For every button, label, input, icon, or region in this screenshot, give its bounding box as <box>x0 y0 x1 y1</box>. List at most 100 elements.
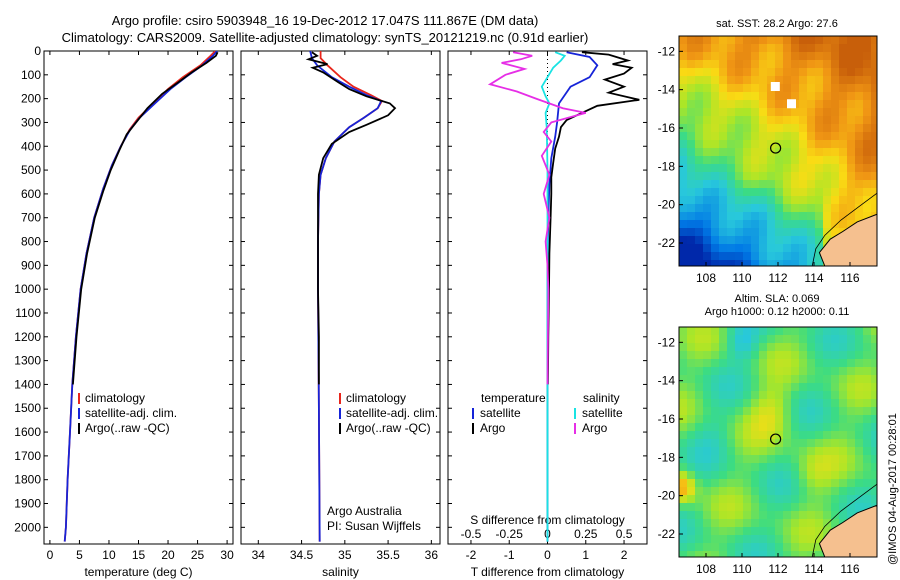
sst-map-cell <box>727 124 736 133</box>
sla-map-cell <box>743 511 752 520</box>
sst-map-cell <box>855 76 864 85</box>
sla-map-cell <box>695 527 704 536</box>
sst-map-cell <box>687 44 696 53</box>
sla-map-cell <box>727 487 736 496</box>
sla-map-cell <box>719 527 728 536</box>
sla-map-cell <box>791 447 800 456</box>
sla-map-cell <box>719 431 728 440</box>
sla-map-cell <box>767 503 776 512</box>
sst-map-cell <box>855 156 864 165</box>
sla-map-cell <box>815 447 824 456</box>
sst-map-cell <box>831 228 840 237</box>
sla-map-cell <box>847 471 856 480</box>
sst-map-cell <box>695 108 704 117</box>
sla-map-cell <box>791 327 800 336</box>
sla-map-cell <box>711 423 720 432</box>
sst-map-cell <box>767 108 776 117</box>
salinity-tick-label: -0.5 <box>461 527 482 541</box>
sla-map-cell <box>679 407 688 416</box>
sla-map-cell <box>751 415 760 424</box>
sst-map-cell <box>847 108 856 117</box>
sst-map-cell <box>871 108 878 117</box>
sst-map-cell <box>687 52 696 61</box>
sst-map-cell <box>727 228 736 237</box>
temperature-series-argo <box>72 51 219 385</box>
sla-map-cell <box>703 479 712 488</box>
sst-map-cell <box>815 172 824 181</box>
sla-map-cell <box>727 551 736 558</box>
sst-map-land <box>818 213 878 267</box>
sla-map-cell <box>815 399 824 408</box>
sst-map-cell <box>695 228 704 237</box>
sst-map-cell <box>711 188 720 197</box>
sla-map-cell <box>751 431 760 440</box>
sla-map-cell <box>767 383 776 392</box>
sla-map-cell <box>807 431 816 440</box>
sst-map-cell <box>815 44 824 53</box>
sla-map-cell <box>847 511 856 520</box>
sst-map-cell <box>679 220 688 229</box>
sst-map-cell <box>743 236 752 245</box>
sst-map-cell <box>807 156 816 165</box>
sla-map-cell <box>743 535 752 544</box>
sla-map-cell <box>743 415 752 424</box>
map-y-tick-label: -22 <box>658 236 676 250</box>
sla-map-cell <box>759 399 768 408</box>
sst-map-cell <box>727 180 736 189</box>
sla-map-cell <box>759 327 768 336</box>
sst-map-cell <box>871 84 878 93</box>
sla-map-cell <box>719 399 728 408</box>
sla-map-cell <box>783 359 792 368</box>
sla-map-cell <box>791 519 800 528</box>
sla-map-cell <box>839 447 848 456</box>
sla-map-cell <box>687 383 696 392</box>
sla-map-cell <box>863 327 872 336</box>
sst-map-cell <box>695 260 704 267</box>
sst-map-cell <box>695 244 704 253</box>
sla-map-cell <box>695 511 704 520</box>
sla-map-argo-marker <box>770 433 782 445</box>
sst-map-cell <box>767 76 776 85</box>
sla-map-cell <box>815 383 824 392</box>
sst-map-cell <box>687 116 696 125</box>
sla-map-cell <box>775 471 784 480</box>
sla-map-cell <box>695 375 704 384</box>
sla-map-cell <box>743 407 752 416</box>
sst-map-cell <box>711 140 720 149</box>
sla-map-cell <box>727 447 736 456</box>
sla-map-cell <box>831 447 840 456</box>
x-tick-label: 5 <box>76 548 83 562</box>
sla-map-cell <box>719 495 728 504</box>
sla-map-cell <box>727 335 736 344</box>
sla-map-cell <box>799 527 808 536</box>
sst-map-cell <box>799 220 808 229</box>
sst-map-cell <box>775 196 784 205</box>
sst-map-cell <box>815 60 824 69</box>
sla-map-cell <box>703 551 712 558</box>
sla-map-cell <box>839 431 848 440</box>
sst-map-cell <box>855 140 864 149</box>
sst-map-cell <box>703 236 712 245</box>
sla-map-cell <box>775 511 784 520</box>
sst-map-cell <box>751 100 760 109</box>
sst-map-cell <box>687 140 696 149</box>
sla-map-cell <box>799 479 808 488</box>
sla-map-cell <box>767 487 776 496</box>
sla-map-cell <box>735 391 744 400</box>
sla-map-cell <box>831 519 840 528</box>
sla-map-cell <box>783 407 792 416</box>
sla-map-cell <box>711 327 720 336</box>
sla-map-cell <box>703 383 712 392</box>
sst-map-cell <box>791 148 800 157</box>
sst-map-cell <box>703 44 712 53</box>
sla-map-cell <box>687 471 696 480</box>
sst-map-cell <box>727 220 736 229</box>
sst-map-cell <box>711 260 720 267</box>
sla-map-cell <box>759 495 768 504</box>
sst-map-cell <box>847 76 856 85</box>
sst-map-cell <box>759 124 768 133</box>
sla-map-cell <box>679 359 688 368</box>
sla-map-cell <box>679 375 688 384</box>
sla-map-field <box>679 327 878 558</box>
sst-map-cell <box>799 116 808 125</box>
